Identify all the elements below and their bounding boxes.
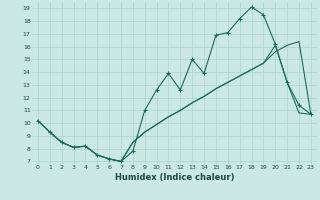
- X-axis label: Humidex (Indice chaleur): Humidex (Indice chaleur): [115, 173, 234, 182]
